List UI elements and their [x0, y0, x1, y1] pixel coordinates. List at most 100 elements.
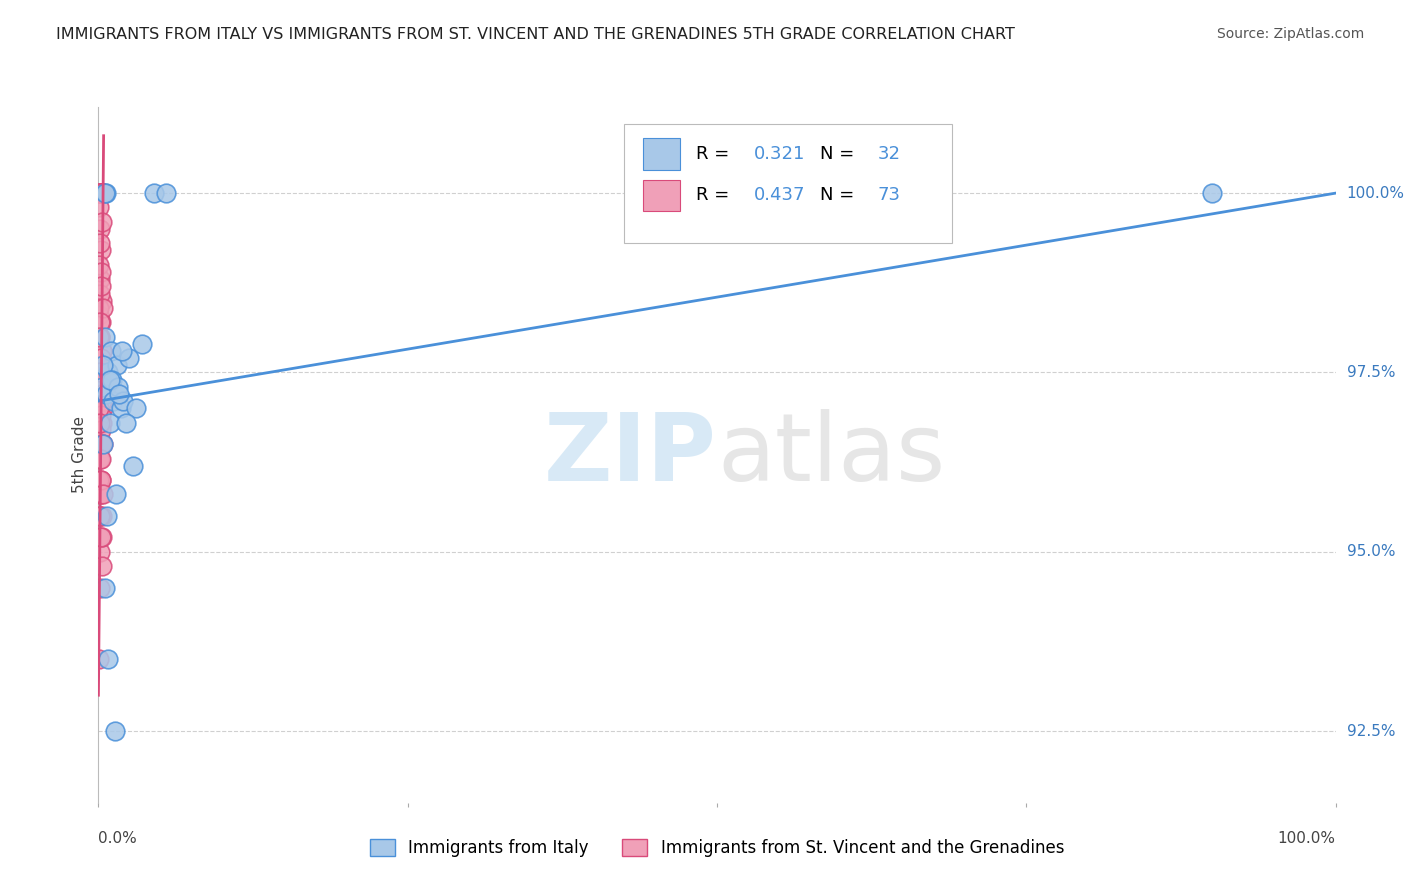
Point [91, 530, 114, 544]
Text: Source: ZipAtlas.com: Source: ZipAtlas.com [1216, 27, 1364, 41]
Point [101, 373, 124, 387]
Point [90, 343, 112, 358]
Point [87, 201, 110, 215]
Point [87, 329, 110, 343]
Point [90, 351, 112, 365]
Point [91, 343, 114, 358]
Point [89, 530, 111, 544]
Point [104, 487, 127, 501]
Text: 0.437: 0.437 [754, 186, 806, 204]
Point [89, 545, 111, 559]
Point [90, 487, 112, 501]
Point [90, 559, 112, 574]
Text: 92.5%: 92.5% [1347, 723, 1395, 739]
Point [103, 724, 125, 739]
Point [94, 387, 117, 401]
Point [1201, 186, 1223, 200]
Point [90, 373, 112, 387]
Text: N =: N = [820, 145, 859, 162]
Point [91, 186, 114, 200]
Point [89, 437, 111, 451]
Legend: Immigrants from Italy, Immigrants from St. Vincent and the Grenadines: Immigrants from Italy, Immigrants from S… [363, 832, 1071, 864]
Point [93, 358, 115, 372]
Point [90, 186, 112, 200]
FancyBboxPatch shape [624, 124, 952, 243]
Point [89, 451, 111, 466]
Point [124, 401, 146, 416]
Point [89, 186, 111, 200]
FancyBboxPatch shape [643, 180, 681, 211]
Point [97, 366, 120, 380]
Point [89, 286, 111, 301]
Point [89, 186, 111, 200]
Point [89, 258, 111, 272]
Point [90, 358, 112, 372]
Point [90, 279, 112, 293]
Point [98, 416, 121, 430]
Text: IMMIGRANTS FROM ITALY VS IMMIGRANTS FROM ST. VINCENT AND THE GRENADINES 5TH GRAD: IMMIGRANTS FROM ITALY VS IMMIGRANTS FROM… [56, 27, 1015, 42]
Text: 0.0%: 0.0% [98, 830, 138, 846]
Point [114, 416, 136, 430]
Point [90, 394, 112, 409]
Text: R =: R = [696, 186, 735, 204]
Point [108, 387, 131, 401]
FancyBboxPatch shape [643, 138, 681, 169]
Point [91, 387, 114, 401]
Point [93, 401, 115, 416]
Point [90, 437, 112, 451]
Text: R =: R = [696, 145, 735, 162]
Point [131, 336, 153, 351]
Text: 0.321: 0.321 [754, 145, 806, 162]
Point [87, 451, 110, 466]
Point [87, 652, 110, 666]
Point [155, 186, 177, 200]
Text: 73: 73 [877, 186, 901, 204]
Point [87, 301, 110, 315]
Point [91, 508, 114, 523]
Point [91, 437, 114, 451]
Point [93, 581, 115, 595]
Point [89, 329, 111, 343]
Point [89, 366, 111, 380]
Text: 95.0%: 95.0% [1347, 544, 1395, 559]
Point [94, 186, 117, 200]
Point [110, 401, 132, 416]
Point [90, 473, 112, 487]
Point [89, 236, 111, 251]
Y-axis label: 5th Grade: 5th Grade [72, 417, 87, 493]
Point [91, 387, 114, 401]
Point [93, 186, 115, 200]
Text: 97.5%: 97.5% [1347, 365, 1395, 380]
Point [87, 473, 110, 487]
Point [89, 186, 111, 200]
Point [90, 244, 112, 258]
Point [90, 265, 112, 279]
Point [90, 186, 112, 200]
Point [90, 380, 112, 394]
Point [89, 401, 111, 416]
Text: 100.0%: 100.0% [1278, 830, 1336, 846]
Point [90, 315, 112, 329]
Point [90, 416, 112, 430]
Point [89, 186, 111, 200]
Text: 32: 32 [877, 145, 901, 162]
Point [93, 186, 115, 200]
Point [93, 329, 115, 343]
Point [89, 416, 111, 430]
Point [89, 581, 111, 595]
Point [89, 315, 111, 329]
Point [97, 652, 120, 666]
Text: 100.0%: 100.0% [1347, 186, 1405, 201]
Point [91, 394, 114, 409]
Point [111, 343, 134, 358]
Point [122, 458, 145, 473]
Point [96, 508, 118, 523]
Point [89, 508, 111, 523]
Point [89, 222, 111, 236]
Point [90, 423, 112, 437]
Point [103, 394, 125, 409]
Point [90, 186, 112, 200]
Text: atlas: atlas [717, 409, 945, 501]
Point [143, 186, 166, 200]
Point [90, 186, 112, 200]
